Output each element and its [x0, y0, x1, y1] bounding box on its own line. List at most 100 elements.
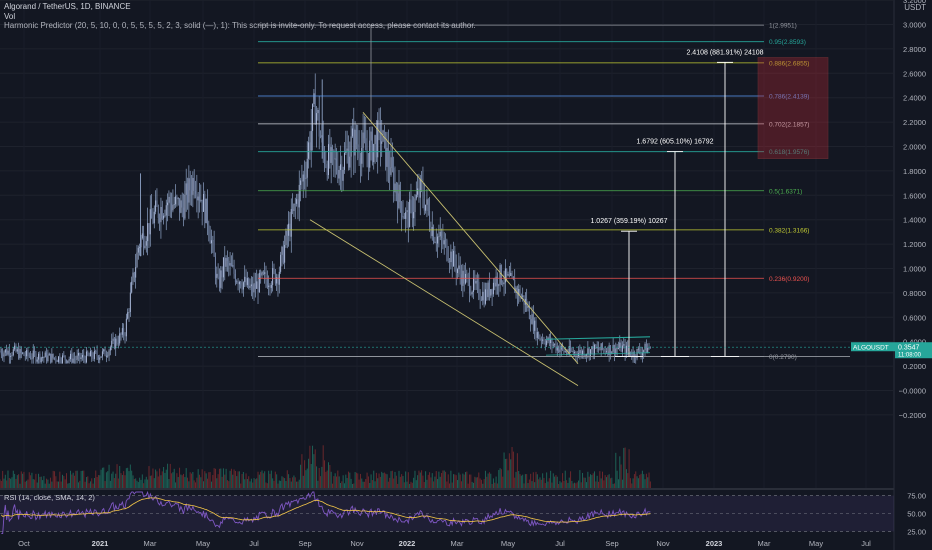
candle-body [339, 164, 341, 170]
candle-body [604, 349, 606, 352]
volume-bar [375, 472, 377, 488]
volume-bar [410, 481, 412, 488]
volume-bar [615, 452, 617, 488]
candle-body [492, 282, 494, 295]
candle-body [556, 346, 558, 351]
price-tick-label: 1.8000 [903, 167, 926, 176]
candle-body [543, 339, 545, 343]
candle-body [531, 314, 533, 324]
volume-bar [353, 483, 355, 488]
candle-body [160, 206, 162, 223]
volume-bar [312, 445, 314, 488]
candle-body [273, 268, 275, 271]
price-tick-label: −0.2000 [899, 411, 926, 420]
volume-bar [141, 474, 143, 488]
volume-bar [563, 481, 565, 488]
volume-bar [310, 463, 312, 488]
volume-bar [147, 479, 149, 488]
volume-bar [619, 456, 621, 488]
volume-bar [88, 483, 90, 488]
candle-body [55, 357, 57, 361]
candle-body [498, 284, 500, 286]
volume-bar [40, 476, 42, 488]
candle-body [87, 351, 89, 355]
volume-bar [244, 479, 246, 488]
candle-body [137, 247, 139, 253]
volume-bar [172, 472, 174, 488]
volume-bar [54, 471, 56, 488]
volume-bar [538, 479, 540, 488]
candle-body [449, 260, 451, 263]
candle-body [555, 343, 557, 351]
volume-bar [425, 471, 427, 488]
volume-bar [487, 473, 489, 488]
fib-level-label: 0(0.2790) [769, 354, 797, 361]
candle-body [241, 286, 243, 290]
candle-body [242, 282, 244, 290]
volume-bar [0, 480, 2, 488]
price-tick-label: 0.6000 [903, 313, 926, 322]
volume-bar [402, 476, 404, 488]
candle-body [539, 338, 541, 340]
volume-bar [365, 478, 367, 488]
volume-bar [95, 470, 97, 488]
volume-bar [269, 473, 271, 488]
price-tick-label: 1.6000 [903, 191, 926, 200]
candle-body [92, 357, 94, 359]
candle-body [574, 351, 576, 353]
volume-bar [242, 471, 244, 488]
volume-bar [458, 472, 460, 488]
candle-body [617, 347, 619, 349]
candle-body [264, 272, 266, 274]
channel-upper-line [545, 336, 651, 340]
volume-bar [398, 470, 400, 488]
candle-body [258, 272, 260, 293]
volume-bar [181, 475, 183, 488]
candle-body [648, 347, 650, 349]
price-tick-label: 2.8000 [903, 45, 926, 54]
volume-bar [337, 470, 339, 488]
candle-body [383, 130, 385, 133]
candle-body [413, 212, 415, 219]
candle-body [66, 359, 67, 363]
volume-bar [555, 475, 557, 488]
volume-bar [616, 470, 618, 488]
candle-body [277, 277, 279, 285]
candle-body [101, 351, 103, 357]
candle-body [550, 338, 552, 344]
price-tick-label: 1.0000 [903, 265, 926, 274]
candle-body [139, 247, 141, 249]
candle-body [111, 340, 113, 348]
candle-body [132, 272, 134, 282]
volume-bar [645, 473, 647, 488]
candle-body [201, 199, 203, 212]
candle-body [196, 193, 198, 201]
candle-body [588, 348, 590, 357]
volume-bar [34, 479, 36, 488]
volume-bar [328, 462, 330, 488]
candle-body [104, 349, 106, 357]
candle-body [592, 346, 594, 355]
volume-bar [62, 474, 64, 488]
candle-body [442, 238, 444, 245]
candle-body [369, 140, 371, 168]
volume-bar [75, 470, 77, 488]
candle-body [257, 281, 259, 293]
volume-bar [108, 464, 110, 488]
candle-body [193, 177, 195, 191]
price-tick-label: 0.8000 [903, 289, 926, 298]
volume-bar [56, 481, 58, 488]
volume-bar [383, 472, 385, 488]
volume-bar [601, 471, 603, 488]
candle-body [270, 284, 272, 288]
volume-bar [588, 476, 590, 488]
candle-body [249, 286, 251, 288]
candle-body [466, 273, 468, 275]
volume-bar [363, 481, 365, 488]
candle-body [188, 178, 190, 203]
volume-bar [201, 469, 203, 488]
candle-body [578, 353, 580, 358]
volume-bar [47, 479, 49, 488]
